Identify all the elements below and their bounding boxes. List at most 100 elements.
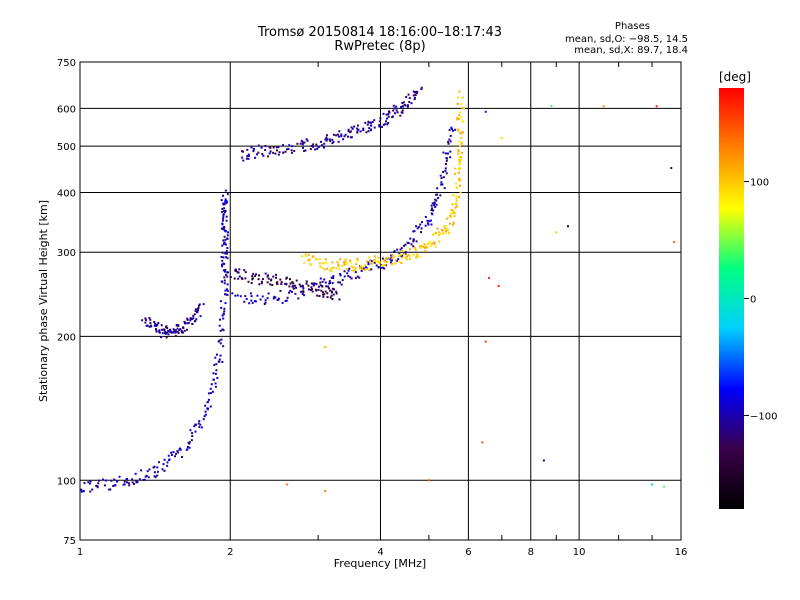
data-point <box>264 149 267 152</box>
data-point <box>439 232 442 235</box>
data-point <box>97 479 100 482</box>
data-point <box>266 297 269 300</box>
data-point <box>404 243 407 246</box>
data-point <box>454 172 457 175</box>
data-point <box>388 111 391 114</box>
data-point <box>246 148 249 151</box>
x-tick-label: 8 <box>528 547 534 558</box>
data-point <box>161 468 164 471</box>
data-point <box>223 226 226 229</box>
data-point <box>339 274 342 277</box>
data-point <box>355 263 358 266</box>
data-point <box>197 422 200 425</box>
data-point <box>457 171 460 174</box>
data-point <box>327 285 330 288</box>
data-point <box>401 102 404 105</box>
data-point <box>413 98 416 101</box>
data-point <box>368 127 371 130</box>
data-point <box>284 282 287 285</box>
data-point <box>359 267 362 270</box>
data-point <box>189 317 192 320</box>
data-point <box>223 293 226 296</box>
x-tick-label: 16 <box>675 547 688 558</box>
data-point <box>309 262 312 265</box>
data-point <box>371 120 374 123</box>
data-point <box>303 141 306 144</box>
data-point <box>383 267 386 270</box>
data-point <box>275 276 278 279</box>
data-point <box>458 160 461 163</box>
data-point <box>420 221 423 224</box>
data-point <box>304 149 307 152</box>
data-point <box>225 288 228 291</box>
data-point <box>175 324 178 327</box>
data-point <box>460 116 463 119</box>
data-point <box>456 153 459 156</box>
data-point <box>295 279 298 282</box>
data-point <box>241 278 244 281</box>
data-point <box>670 167 673 170</box>
data-point <box>285 282 288 285</box>
data-point <box>449 140 452 143</box>
data-point <box>261 278 264 281</box>
data-point <box>277 297 280 300</box>
data-point <box>207 398 210 401</box>
data-point <box>458 114 461 117</box>
data-point <box>404 251 407 254</box>
data-point <box>447 142 450 145</box>
data-point <box>163 328 166 331</box>
data-point <box>197 307 200 310</box>
data-point <box>456 96 459 99</box>
data-point <box>357 128 360 131</box>
data-point <box>96 486 99 489</box>
data-point <box>160 324 163 327</box>
data-point <box>412 94 415 97</box>
data-point <box>349 261 352 264</box>
data-point <box>412 230 415 233</box>
data-point <box>350 265 353 268</box>
data-point <box>343 260 346 263</box>
y-axis-label: Stationary phase Virtual Height [km] <box>37 200 50 402</box>
data-point <box>381 266 384 269</box>
data-point <box>83 482 86 485</box>
data-point <box>207 392 210 395</box>
data-point <box>193 320 196 323</box>
data-point <box>245 297 248 300</box>
data-point <box>187 322 190 325</box>
data-point <box>254 300 257 303</box>
data-point <box>226 275 229 278</box>
data-point <box>455 182 458 185</box>
data-point <box>316 294 319 297</box>
data-point <box>450 126 453 129</box>
data-point <box>254 156 257 159</box>
data-point <box>293 149 296 152</box>
data-point <box>223 276 226 279</box>
data-point <box>445 159 448 162</box>
data-point <box>331 291 334 294</box>
data-point <box>221 207 224 210</box>
data-point <box>452 221 455 224</box>
data-point <box>173 330 176 333</box>
data-point <box>259 298 262 301</box>
data-point <box>392 104 395 107</box>
data-point <box>274 152 277 155</box>
data-point <box>458 184 461 187</box>
data-point <box>220 199 223 202</box>
data-point <box>222 243 225 246</box>
data-point <box>187 441 190 444</box>
data-point <box>247 154 250 157</box>
data-point <box>189 319 192 322</box>
data-point <box>209 405 212 408</box>
data-point <box>446 229 449 232</box>
data-point <box>198 420 201 423</box>
data-point <box>193 425 196 428</box>
data-point <box>326 267 329 270</box>
data-point <box>145 474 148 477</box>
data-point <box>326 292 329 295</box>
data-point <box>403 253 406 256</box>
data-point <box>275 282 278 285</box>
data-point <box>264 145 267 148</box>
data-point <box>219 354 222 357</box>
data-point <box>310 282 313 285</box>
data-point <box>323 268 326 271</box>
